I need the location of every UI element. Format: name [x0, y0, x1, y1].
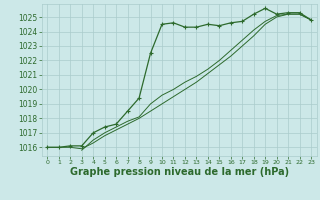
- X-axis label: Graphe pression niveau de la mer (hPa): Graphe pression niveau de la mer (hPa): [70, 167, 289, 177]
